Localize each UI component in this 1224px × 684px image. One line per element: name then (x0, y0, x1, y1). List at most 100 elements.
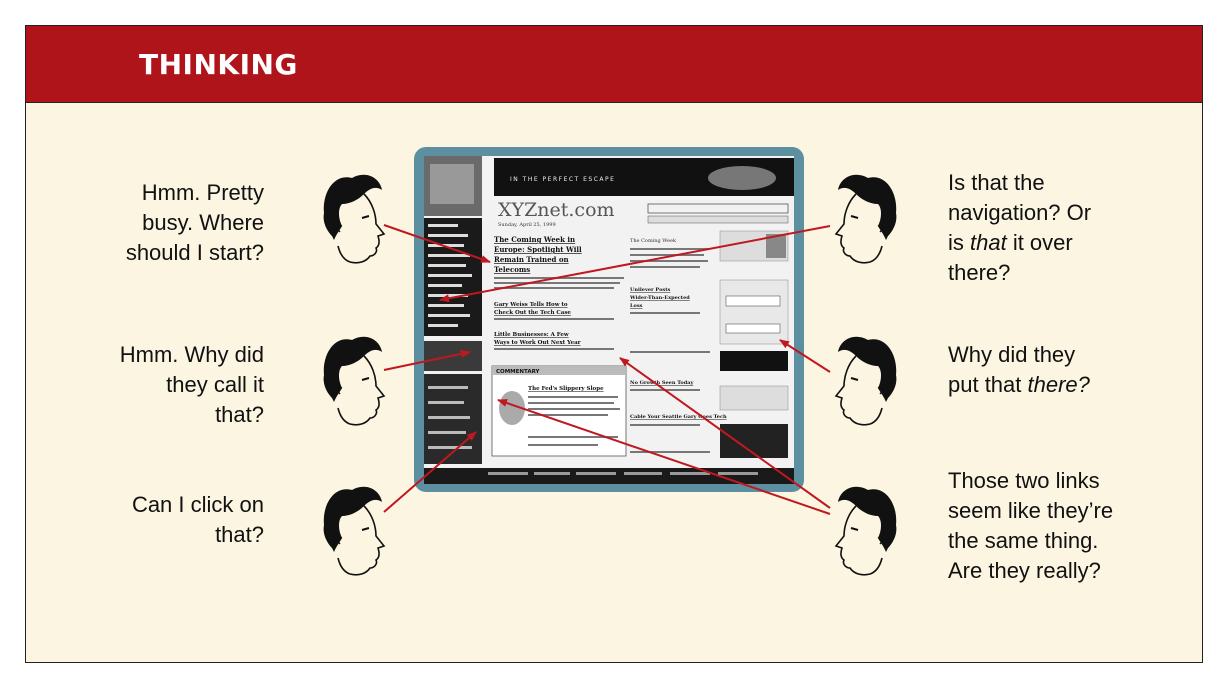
pointer-arrows (383, 224, 831, 515)
face-left-2 (322, 335, 385, 426)
right-rail-ad (720, 424, 788, 458)
thought-right-2: Why did they put that there? (948, 340, 1168, 400)
text-line (630, 312, 700, 314)
thought-line: that? (215, 522, 264, 547)
thought-text: put that (948, 372, 1028, 397)
website-mockup: IN THE PERFECT ESCAPE XYZnet.com Sunday,… (424, 156, 794, 484)
monitor-frame: IN THE PERFECT ESCAPE XYZnet.com Sunday,… (414, 147, 804, 492)
search-box (647, 203, 789, 214)
photo-detail (430, 164, 474, 204)
commentary-link: The Fed's Slippery Slope (528, 386, 604, 392)
thought-line: that? (215, 402, 264, 427)
thought-emphasis: that (970, 230, 1007, 255)
thought-text: is (948, 230, 970, 255)
story-link: Ways to Work Out Next Year (493, 340, 581, 346)
face-right-2 (835, 335, 898, 426)
thought-line: the same thing. (948, 528, 1099, 553)
text-line (494, 282, 620, 284)
text-line (630, 254, 704, 256)
thought-text: it over (1006, 230, 1073, 255)
arrow-left-2 (383, 349, 471, 371)
commentary-header-bar (492, 366, 626, 375)
ticker-item (576, 472, 616, 475)
nav-link (428, 254, 470, 257)
headline-link: Europe: Spotlight Will (494, 245, 582, 254)
commentary-text (528, 396, 620, 446)
arrow-left-3 (383, 431, 477, 513)
thought-left-3: Can I click on that? (24, 490, 264, 550)
thought-emphasis: there? (1027, 372, 1090, 397)
arrow-right-1 (439, 225, 831, 303)
text-line (630, 424, 700, 426)
arrow-right-3a (619, 357, 831, 509)
nav-link (428, 244, 464, 247)
ad-button (720, 351, 788, 371)
ticker-items (488, 472, 758, 475)
right-rail-links (719, 385, 789, 411)
thought-line: seem like they’re (948, 498, 1114, 523)
col2-link: Unilever Posts (630, 287, 671, 293)
col2-link: Loss (630, 303, 643, 309)
title-banner: THINKING (26, 26, 1202, 103)
thought-line: should I start? (125, 240, 264, 265)
thought-line: Hmm. Why did (119, 342, 264, 367)
thought-line: is that it over (948, 228, 1168, 258)
nav-link (428, 224, 458, 227)
face-right-1 (835, 173, 898, 264)
headline-link: Telecoms (494, 265, 530, 274)
story-link: Little Businesses: A Few (494, 332, 569, 338)
nav-lower-links (428, 386, 472, 449)
thought-line: put that there? (948, 370, 1168, 400)
nav-link (428, 324, 458, 327)
arrow-right-2 (779, 339, 831, 373)
nav-link (428, 386, 468, 389)
nav-link (428, 401, 464, 404)
commentary-header: COMMENTARY (496, 369, 541, 375)
car-image (708, 166, 776, 190)
thought-line: Hmm. Pretty (141, 180, 264, 205)
text-line (494, 348, 614, 350)
text-line (630, 351, 710, 353)
text-line (528, 414, 608, 416)
text-line (528, 408, 620, 410)
thought-line: there? (948, 260, 1011, 285)
quote-input (725, 295, 781, 307)
thought-line: navigation? Or (948, 200, 1092, 225)
quote-select (725, 323, 781, 334)
text-line (630, 248, 710, 250)
banner-title: THINKING (139, 48, 298, 81)
promo-photo (766, 234, 786, 258)
col2-header: The Coming Week (630, 238, 677, 244)
text-line (528, 402, 614, 404)
thought-left-2: Hmm. Why did they call it that? (24, 340, 264, 430)
arrow-right-3b (497, 399, 831, 515)
text-line (528, 436, 618, 438)
text-line (630, 260, 708, 262)
nav-link (428, 416, 470, 419)
nav-link (428, 446, 472, 449)
thought-line: Can I click on (131, 492, 264, 517)
arrow-left-1 (383, 224, 491, 263)
nav-link (428, 431, 466, 434)
col2-link: Cable Your Seattle Gary Goes Tech (630, 414, 727, 420)
site-date: Sunday, April 25, 1999 (498, 222, 556, 228)
col2-link: No Growth Seen Today (630, 380, 694, 386)
text-line (528, 444, 598, 446)
nav-link (428, 314, 470, 317)
banner-ad-text: IN THE PERFECT ESCAPE (510, 176, 615, 183)
nav-link (428, 234, 468, 237)
thought-line: Why did they (948, 342, 1076, 367)
story-link: Check Out the Tech Case (494, 310, 571, 316)
quote-box (719, 279, 789, 345)
thought-line: Those two links (948, 468, 1100, 493)
text-line (630, 266, 700, 268)
ticker-item (718, 472, 758, 475)
text-line (528, 396, 618, 398)
ticker-item (670, 472, 710, 475)
face-left-3 (322, 485, 385, 576)
text-line (630, 451, 710, 453)
text-line (494, 318, 614, 320)
thought-line: they call it (166, 372, 264, 397)
face-left-1 (322, 173, 385, 264)
